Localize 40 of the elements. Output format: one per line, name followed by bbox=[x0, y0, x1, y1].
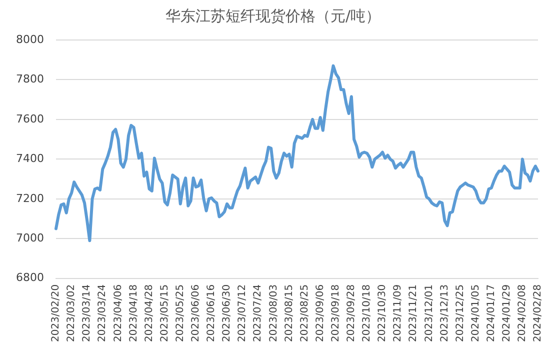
x-tick-label: 2023/06/16 bbox=[206, 284, 218, 342]
x-tick-label: 2023/12/13 bbox=[439, 284, 450, 342]
x-tick-label: 2023/10/18 bbox=[362, 284, 373, 342]
x-tick-label: 2023/04/06 bbox=[112, 284, 124, 342]
x-tick-label: 2023/03/14 bbox=[82, 284, 93, 342]
y-tick-label: 7800 bbox=[16, 72, 44, 86]
y-tick-label: 7200 bbox=[16, 192, 44, 205]
x-tick-label: 2023/09/28 bbox=[346, 284, 358, 342]
x-tick-label: 2023/11/09 bbox=[392, 284, 404, 342]
x-tick-label: 2023/12/01 bbox=[424, 284, 435, 342]
x-tick-label: 2023/05/15 bbox=[159, 284, 170, 342]
x-tick-label: 2023/10/30 bbox=[377, 284, 388, 342]
x-tick-label: 2024/01/17 bbox=[486, 284, 497, 342]
x-tick-label: 2023/09/06 bbox=[314, 284, 326, 342]
x-tick-label: 2023/12/25 bbox=[454, 284, 466, 342]
x-tick-label: 2023/07/24 bbox=[252, 284, 264, 342]
chart-title: 华东江苏短纤现货价格（元/吨） bbox=[165, 6, 381, 25]
y-tick-label: 6800 bbox=[16, 271, 44, 284]
x-tick-label: 2023/02/20 bbox=[50, 284, 62, 342]
x-tick-label: 2023/05/25 bbox=[174, 284, 186, 342]
y-tick-label: 7400 bbox=[16, 152, 44, 166]
x-tick-label: 2024/02/08 bbox=[517, 284, 528, 342]
y-tick-label: 8000 bbox=[16, 32, 44, 46]
x-tick-label: 2023/04/18 bbox=[128, 284, 140, 342]
x-tick-label: 2024/01/29 bbox=[501, 284, 512, 342]
x-tick-label: 2023/08/25 bbox=[299, 284, 310, 342]
x-tick-label: 2023/11/21 bbox=[408, 284, 420, 342]
x-tick-label: 2023/09/18 bbox=[330, 284, 342, 342]
x-tick-label: 2023/06/30 bbox=[222, 284, 233, 342]
y-tick-label: 7600 bbox=[16, 112, 44, 126]
x-tick-label: 2024/02/28 bbox=[532, 284, 544, 342]
x-tick-label: 2023/04/28 bbox=[144, 284, 155, 342]
x-tick-label: 2023/07/12 bbox=[237, 284, 248, 342]
x-tick-label: 2023/03/24 bbox=[97, 284, 108, 342]
x-tick-label: 2023/08/03 bbox=[268, 284, 280, 342]
x-tick-label: 2024/01/05 bbox=[470, 284, 482, 342]
x-tick-label: 2023/03/02 bbox=[66, 284, 78, 342]
x-tick-label: 2023/08/15 bbox=[284, 284, 295, 342]
y-tick-label: 7000 bbox=[16, 231, 44, 244]
x-tick-label: 2023/06/06 bbox=[190, 284, 202, 342]
